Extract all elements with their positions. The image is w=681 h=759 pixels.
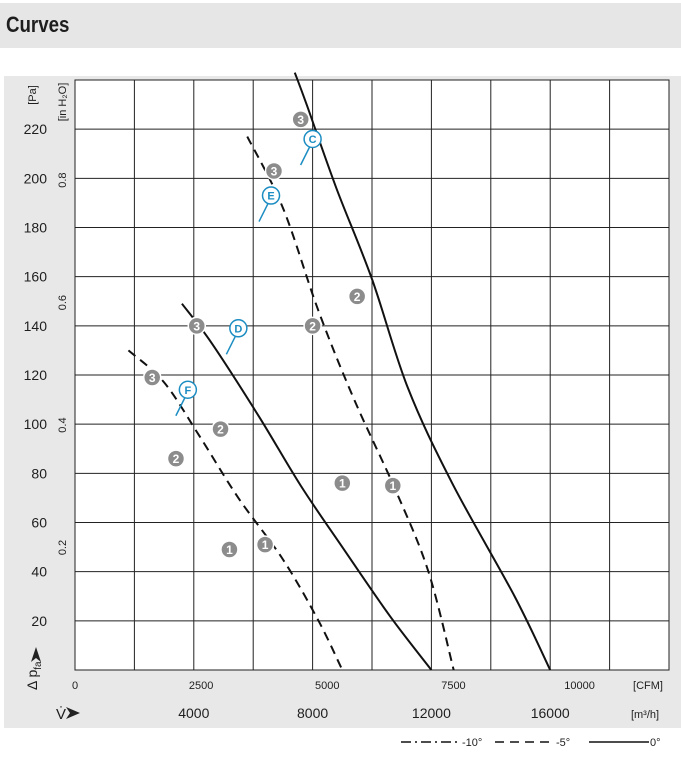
curve-c (293, 72, 552, 671)
x-tick-label-cfm: 7500 (441, 680, 465, 692)
operating-point-label: 2 (354, 290, 361, 304)
curve-label-badge (303, 129, 322, 149)
y-axis-label: Δ pfa (24, 661, 44, 690)
x-unit-label-m3h: [m³/h] (631, 709, 659, 721)
operating-point-marker (291, 110, 310, 129)
y-tick-label-pa: 20 (31, 613, 47, 629)
x-tick-label-cfm: 5000 (315, 680, 339, 692)
operating-point-label: 3 (149, 371, 156, 385)
curve-d (181, 303, 433, 671)
y-tick-label-pa: 200 (24, 170, 48, 186)
x-tick-label-cfm: 10000 (564, 680, 595, 692)
operating-point-label: 1 (339, 477, 346, 491)
operating-point-label: 3 (297, 113, 304, 127)
operating-point-marker (303, 316, 322, 336)
curve-label-leader (299, 146, 311, 166)
operating-point-marker (142, 368, 162, 387)
operating-point-label: 1 (262, 538, 269, 552)
legend-label: 0° (650, 737, 661, 749)
y-axis-arrow-icon (31, 647, 41, 662)
plot-border (74, 79, 670, 671)
operating-point-marker (264, 161, 284, 181)
x-axis-label: V̇ (56, 706, 66, 723)
y-tick-label-pa: 60 (31, 515, 47, 531)
curve-label-text: C (309, 134, 317, 146)
operating-point-marker (166, 449, 186, 468)
y-tick-label-pa: 160 (24, 269, 48, 285)
x-tick-label-m3h: 8000 (297, 705, 328, 721)
operating-point-label: 2 (217, 423, 224, 437)
y-unit-label-pa: [Pa] (27, 85, 39, 105)
x-tick-label-cfm: 2500 (189, 680, 213, 692)
y-tick-label-pa: 220 (24, 121, 48, 137)
y-tick-label-inh2o: 0.4 (57, 417, 69, 432)
operating-point-marker (333, 473, 352, 493)
curve-label-text: E (267, 191, 274, 203)
y-tick-label-pa: 120 (24, 367, 48, 383)
y-unit-label-inh2o: [in H₂O] (57, 83, 69, 122)
y-tick-label-inh2o: 0.2 (57, 540, 69, 555)
curve-label-text: F (184, 385, 191, 397)
y-tick-label-inh2o: 0.6 (57, 295, 69, 310)
x-tick-label-m3h: 16000 (531, 705, 570, 721)
operating-point-label: 1 (389, 479, 396, 493)
curve-f (127, 349, 344, 671)
y-tick-label-pa: 180 (24, 220, 48, 236)
curve-label-leader (258, 203, 269, 222)
y-tick-label-inh2o: 0.8 (57, 172, 69, 187)
operating-point-marker (255, 535, 275, 554)
x-tick-label-m3h: 12000 (412, 705, 451, 721)
operating-point-label: 1 (226, 543, 233, 557)
curve-label-leader (175, 397, 186, 417)
operating-point-label: 2 (173, 452, 180, 466)
legend-label: -5° (556, 737, 570, 749)
operating-point-label: 3 (271, 164, 278, 178)
curve-label-leader (225, 335, 237, 355)
x-tick-label-m3h: 4000 (178, 705, 209, 721)
y-tick-label-pa: 100 (24, 416, 48, 432)
section-header: Curves (0, 3, 681, 48)
operating-point-marker (220, 540, 239, 559)
operating-point-marker (347, 287, 367, 306)
y-tick-label-pa: 140 (24, 318, 48, 334)
operating-point-marker (211, 419, 230, 439)
section-title: Curves (6, 12, 70, 37)
curve-e (246, 136, 455, 671)
x-unit-label-cfm: [CFM] (633, 680, 663, 692)
operating-point-label: 2 (309, 319, 316, 333)
y-axis-label-subscript: fa (33, 661, 44, 670)
curve-label-badge (229, 319, 248, 338)
curve-label-badge (178, 380, 198, 399)
x-axis-arrow-icon (66, 707, 80, 719)
operating-point-marker (187, 316, 207, 336)
curve-label-text: D (234, 323, 242, 335)
legend-label: -10° (462, 737, 482, 749)
y-tick-label-pa: 80 (31, 465, 47, 481)
curve-label-badge (261, 186, 281, 205)
operating-point-marker (383, 476, 403, 495)
x-tick-label-cfm: 0 (72, 680, 78, 692)
y-tick-label-pa: 40 (31, 564, 47, 580)
operating-point-label: 3 (193, 319, 200, 333)
